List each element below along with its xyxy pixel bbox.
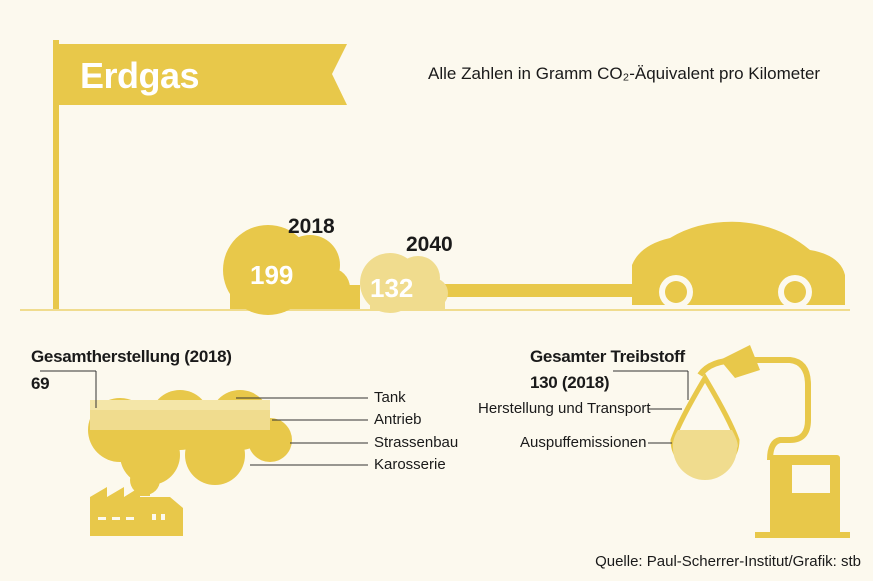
year-2040: 2040 (406, 233, 453, 256)
ground-line (20, 309, 850, 311)
subtitle: Alle Zahlen in Gramm CO₂-Äquivalent pro … (428, 64, 821, 83)
production-cloud (88, 390, 292, 495)
fuel-pump-icon (697, 345, 850, 538)
production-value: 69 (31, 374, 50, 393)
factory-icon (90, 487, 183, 536)
fuel-value: 130 (2018) (530, 373, 610, 392)
flag-pole (53, 40, 59, 310)
part-auspuffemissionen: Auspuffemissionen (520, 434, 647, 451)
fuel-part-lines (613, 370, 689, 444)
fuel-heading: Gesamter Treibstoff (530, 347, 685, 366)
year-2018: 2018 (288, 215, 335, 238)
flag-banner (59, 44, 347, 105)
production-heading: Gesamtherstellung (2018) (31, 347, 232, 366)
source-credit: Quelle: Paul-Scherrer-Institut/Grafik: s… (595, 553, 861, 570)
page-title: Erdgas (80, 55, 200, 96)
part-karosserie: Karosserie (374, 456, 446, 473)
part-strassenbau: Strassenbau (374, 434, 459, 451)
production-part-lines (236, 397, 368, 466)
value-2018: 199 (250, 260, 294, 290)
cloud-2040 (360, 253, 448, 313)
part-herstellung-transport: Herstellung und Transport (478, 400, 651, 417)
fuel-drop-icon (670, 373, 740, 480)
part-tank: Tank (374, 389, 406, 406)
part-antrieb: Antrieb (374, 411, 422, 428)
cloud-2018 (223, 225, 360, 315)
car-icon (632, 221, 845, 309)
exhaust-trail (420, 284, 650, 297)
value-2040: 132 (370, 273, 414, 303)
